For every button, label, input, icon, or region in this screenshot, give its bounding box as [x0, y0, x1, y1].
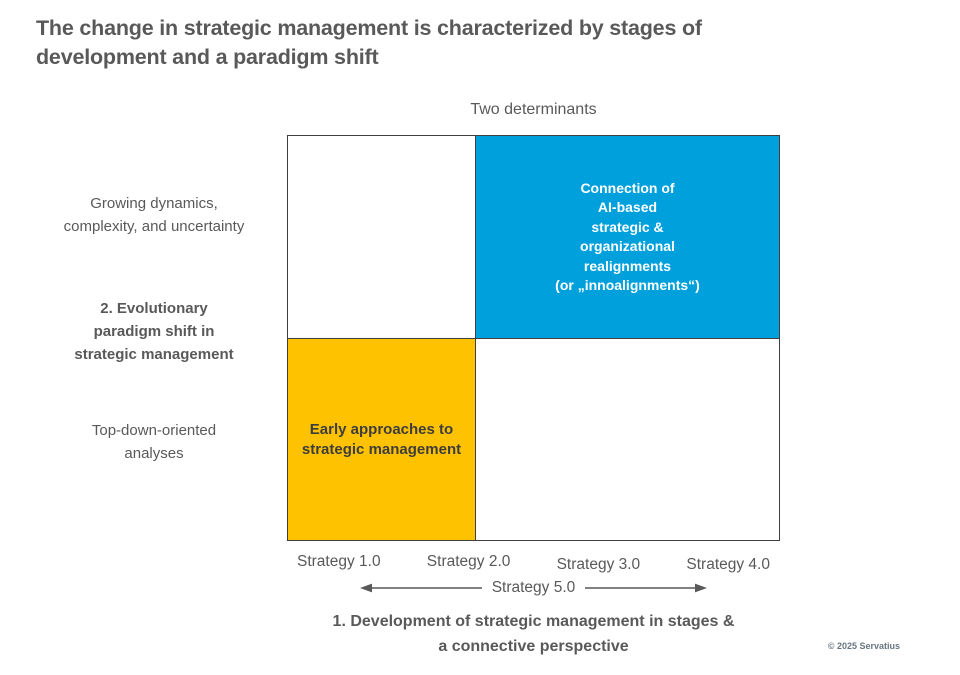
x-axis-label-strategy-2: Strategy 2.0 [426, 553, 511, 570]
x-axis-title-development-stages: 1. Development of strategic management i… [332, 613, 735, 655]
right-arrow-icon [585, 583, 708, 593]
matrix-cell-ai-realignments: Connection of AI-based strategic & organ… [476, 136, 779, 339]
left-arrow-icon [359, 583, 482, 593]
matrix-top-axis-label: Two determinants [470, 101, 597, 118]
x-axis-stage-labels: Strategy 1.0 Strategy 2.0 Strategy 3.0 S… [287, 553, 780, 573]
two-by-two-matrix: Connection of AI-based strategic & organ… [287, 135, 780, 541]
x-axis-label-strategy-5: Strategy 5.0 [491, 579, 576, 596]
matrix-cell-top-left-empty [288, 136, 476, 339]
matrix-cell-early-approaches: Early approaches to strategic management [288, 339, 476, 540]
matrix-cell-bottom-right-empty [476, 339, 779, 540]
y-axis-label-growing-dynamics: Growing dynamics, complexity, and uncert… [63, 195, 245, 235]
matrix-cell-bottom-left-label: Early approaches to strategic management [301, 420, 462, 458]
copyright-notice: © 2025 Servatius [827, 641, 900, 651]
x-axis-label-strategy-4: Strategy 4.0 [686, 556, 770, 573]
x-axis-strategy5-span: Strategy 5.0 [287, 579, 780, 597]
matrix-cell-top-right-label: Connection of AI-based strategic & organ… [555, 179, 700, 294]
x-axis-label-strategy-1: Strategy 1.0 [297, 553, 381, 570]
x-axis-label-strategy-3: Strategy 3.0 [556, 556, 641, 573]
page-title: The change in strategic management is ch… [36, 16, 702, 69]
y-axis-title-paradigm-shift: 2. Evolutionary paradigm shift in strate… [74, 300, 234, 363]
y-axis-label-top-down-analyses: Top-down-oriented analyses [91, 422, 217, 462]
